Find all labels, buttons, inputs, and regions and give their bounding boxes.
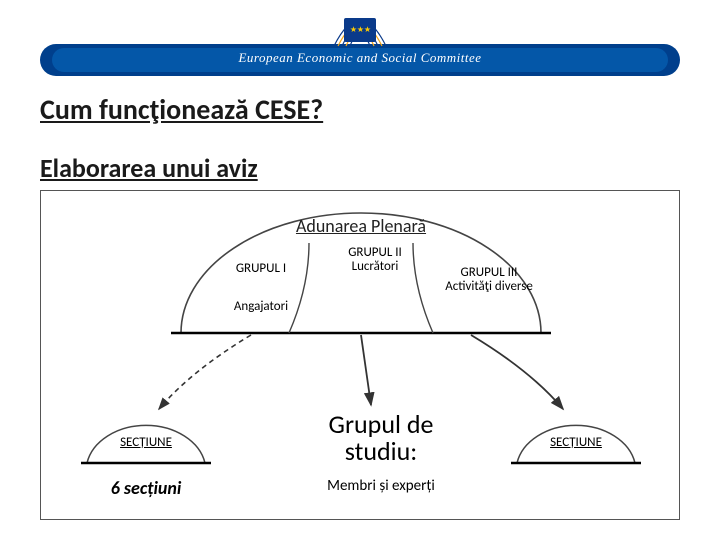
section-left-label: SECȚIUNE (81, 435, 211, 450)
section-dome-left: SECȚIUNE (81, 409, 211, 465)
header: ★ ★ ★ European Economic and Social Commi… (0, 0, 720, 78)
group-2: GRUPUL II Lucrători (325, 246, 425, 275)
committee-name: European Economic and Social Committee (0, 50, 720, 66)
study-group-title: Grupul de studiu: (271, 411, 491, 466)
section-dome-right: SECȚIUNE (511, 409, 641, 465)
group-3-name: GRUPUL III (461, 265, 518, 280)
group-3: GRUPUL III Activităţi diverse (429, 266, 549, 295)
slide-root: ★ ★ ★ European Economic and Social Commi… (0, 0, 720, 540)
group-1-name: GRUPUL I (211, 261, 311, 276)
sections-count: 6 secțiuni (81, 477, 211, 499)
study-title-line2: studiu: (345, 435, 418, 467)
page-title: Cum funcţionează CESE? (40, 92, 323, 127)
diagram: Adunarea Plenară GRUPUL I Angajatori GRU… (41, 191, 679, 519)
page-subtitle: Elaborarea unui aviz (40, 152, 258, 184)
diagram-frame: Adunarea Plenară GRUPUL I Angajatori GRU… (40, 190, 680, 520)
eu-stars-icon: ★ ★ ★ (350, 25, 370, 35)
study-group-subtitle: Membri și experți (271, 477, 491, 495)
eesc-logo: ★ ★ ★ (330, 6, 390, 50)
group-2-name: GRUPUL II (348, 245, 402, 260)
assembly-title: Adunarea Plenară (171, 215, 551, 237)
eu-flag-icon: ★ ★ ★ (344, 18, 376, 42)
group-1-sub: Angajatori (211, 299, 311, 314)
section-right-label: SECȚIUNE (511, 435, 641, 450)
group-2-sub: Lucrători (352, 259, 399, 274)
group-3-sub: Activităţi diverse (445, 279, 533, 294)
